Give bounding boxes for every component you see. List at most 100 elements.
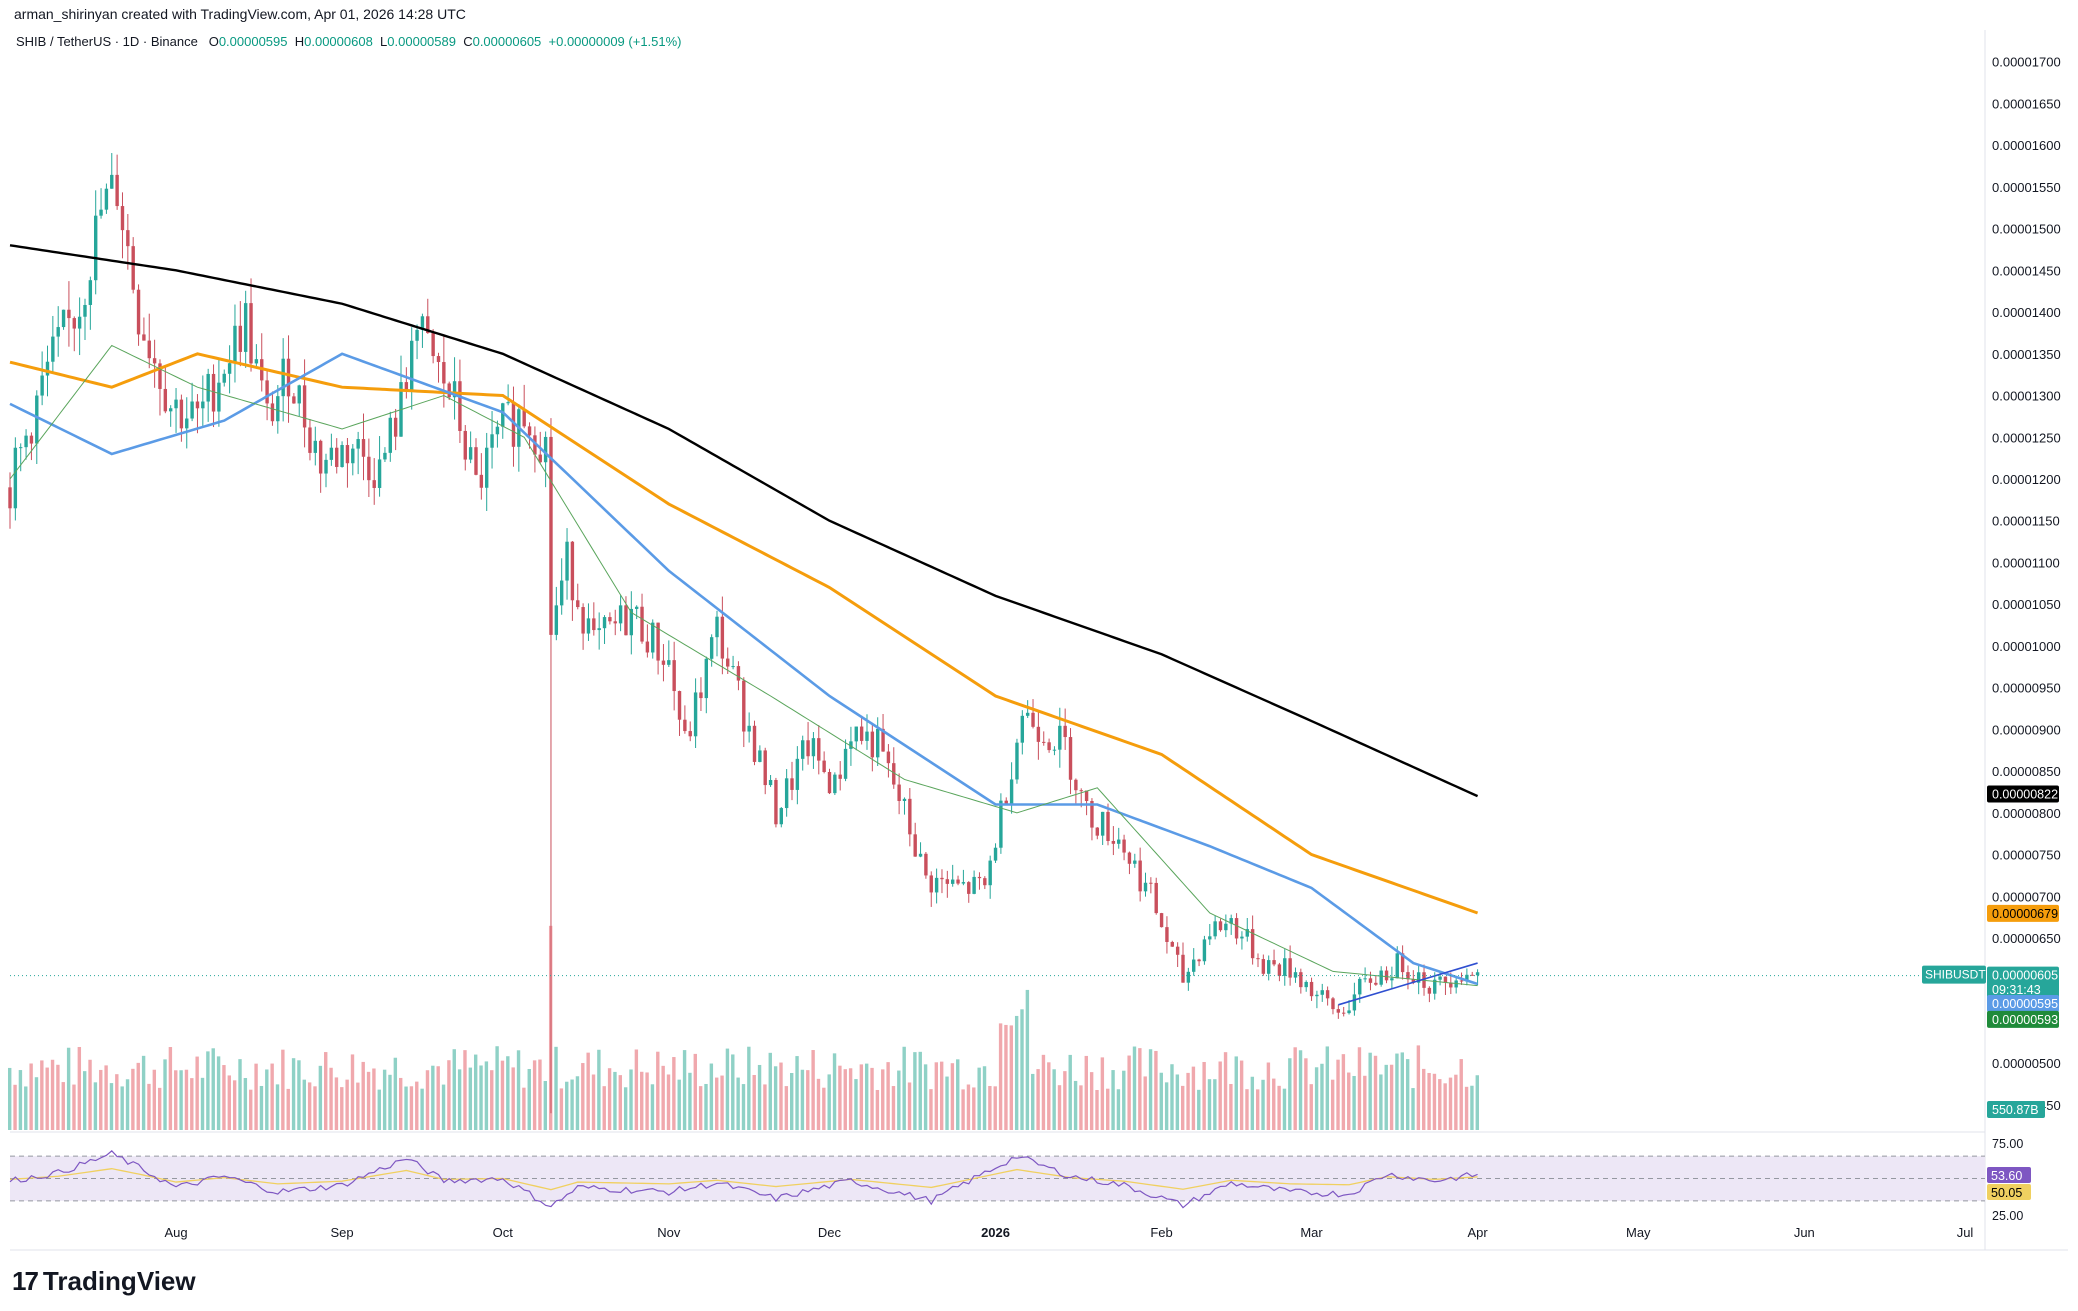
candle-body (934, 877, 939, 893)
volume-bar (1132, 1046, 1137, 1130)
price-label-text: 0.00000593 (1992, 1013, 2058, 1027)
candle (822, 751, 826, 774)
volume-bar (227, 1075, 232, 1130)
volume-bar (24, 1086, 28, 1130)
volume-bar (1159, 1072, 1163, 1130)
tradingview-brand[interactable]: 17 TradingView (12, 1266, 196, 1297)
volume-bar (704, 1083, 708, 1130)
volume-bar (72, 1084, 76, 1130)
volume-bar (511, 1067, 515, 1130)
candle-body (1438, 976, 1442, 980)
candle (206, 368, 210, 422)
volume-bar (1422, 1068, 1426, 1130)
volume-bar (265, 1069, 269, 1130)
candle (468, 431, 473, 464)
candle-body (131, 246, 135, 290)
y-tick-label: 0.00001050 (1992, 597, 2061, 612)
volume-bar (141, 1055, 146, 1130)
candle (1186, 967, 1191, 991)
volume-bar (1207, 1079, 1212, 1130)
candle-body (420, 316, 425, 330)
candle-body (795, 758, 800, 790)
candle (131, 237, 135, 294)
volume-bar (618, 1075, 623, 1130)
candle-body (286, 358, 291, 397)
candle (415, 324, 419, 360)
volume-bar (988, 1085, 992, 1130)
price-label: 0.00000679 (1987, 904, 2059, 922)
candle-body (1143, 882, 1148, 892)
volume-bar (243, 1077, 248, 1130)
price-label-bg (1987, 966, 2059, 984)
candle-body (238, 325, 243, 352)
candle-body (576, 600, 580, 608)
volume-bar (1255, 1089, 1260, 1130)
candle-body (1427, 987, 1432, 994)
candle (768, 774, 773, 787)
candle (1197, 958, 1201, 967)
price-label-text: 0.00000679 (1992, 907, 2058, 921)
low-label: L (380, 34, 388, 49)
candle (1454, 977, 1458, 994)
candle-body (56, 327, 60, 337)
candle (950, 864, 955, 887)
volume-bar (120, 1086, 124, 1130)
candle (1095, 827, 1100, 840)
volume-bar (500, 1060, 505, 1130)
candle (576, 583, 580, 610)
candle-body (163, 388, 168, 412)
volume-bar (34, 1077, 39, 1130)
candle (1433, 972, 1437, 1000)
candle-body (586, 618, 591, 634)
x-tick-label: Sep (331, 1225, 354, 1240)
x-tick-label: Oct (493, 1225, 514, 1240)
volume-bar (1073, 1080, 1078, 1130)
candle-body (1374, 982, 1378, 985)
volume-bar (1427, 1072, 1431, 1130)
candle-body (661, 660, 666, 665)
candle-body (1331, 998, 1335, 1010)
volume-label: 550.87B (1992, 1103, 2039, 1117)
candle-body (731, 666, 735, 668)
candle (1074, 778, 1078, 804)
volume-bar (656, 1051, 660, 1130)
change-value: +0.00000009 (+1.51%) (548, 34, 682, 49)
candle (940, 869, 944, 894)
candle (1331, 996, 1335, 1015)
candle-body (559, 580, 564, 606)
volume-bar (752, 1074, 756, 1130)
candle-body (983, 878, 987, 886)
candle (1165, 916, 1169, 954)
volume-bar (1330, 1079, 1335, 1130)
candle-body (1309, 981, 1314, 997)
candle (656, 622, 660, 675)
candle (1218, 918, 1223, 932)
volume-bar (848, 1068, 853, 1130)
candle (88, 276, 93, 330)
symbol-name[interactable]: SHIB / TetherUS · 1D · Binance (16, 34, 198, 49)
volume-bar (1143, 1076, 1147, 1130)
volume-bar (816, 1078, 821, 1130)
volume-bar (570, 1079, 574, 1130)
candle (302, 359, 307, 448)
candle (897, 773, 901, 815)
candle-body (227, 363, 232, 374)
candle (549, 418, 553, 1114)
candle (72, 316, 76, 352)
candle (1400, 945, 1405, 980)
candle (399, 355, 403, 437)
candle (999, 793, 1003, 854)
candle-body (201, 401, 205, 409)
volume-bar (1009, 1025, 1014, 1130)
volume-bar (457, 1069, 462, 1130)
candle (195, 394, 200, 434)
candle (527, 422, 532, 449)
volume-bar (918, 1051, 922, 1130)
volume-bar (693, 1053, 697, 1130)
candle-body (1068, 737, 1073, 780)
volume-bar (29, 1063, 33, 1130)
rsi-tick-label: 25.00 (1992, 1209, 2023, 1223)
volume-bar (1068, 1054, 1072, 1130)
volume-bar (1181, 1085, 1185, 1130)
